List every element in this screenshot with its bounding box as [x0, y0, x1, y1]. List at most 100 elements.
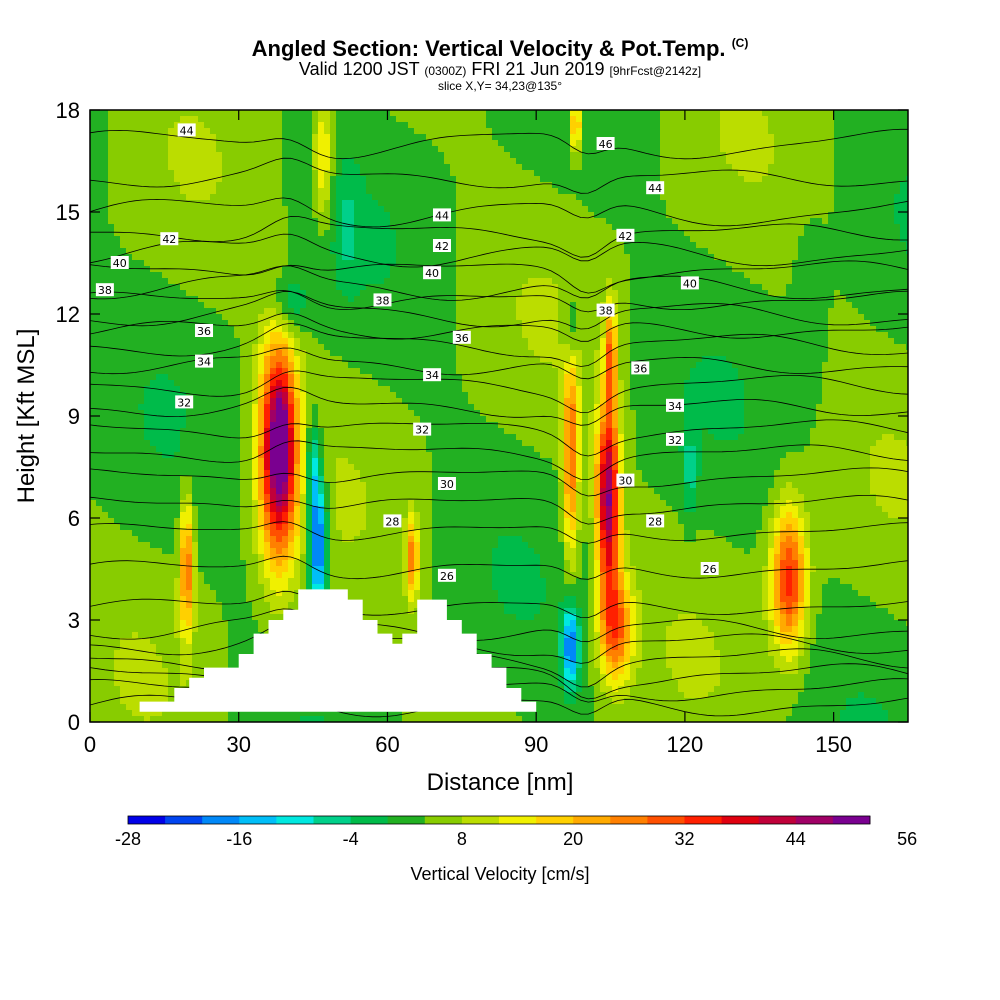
velocity-cell	[168, 158, 175, 165]
velocity-cell	[162, 314, 169, 321]
velocity-cell	[684, 290, 691, 297]
velocity-cell	[306, 320, 313, 327]
velocity-cell	[312, 188, 319, 195]
velocity-cell	[582, 266, 589, 273]
velocity-cell	[246, 230, 253, 237]
velocity-cell	[606, 176, 613, 183]
velocity-cell	[438, 254, 445, 261]
velocity-cell	[162, 188, 169, 195]
velocity-cell	[738, 284, 745, 291]
velocity-cell	[252, 122, 259, 129]
velocity-cell	[780, 296, 787, 303]
velocity-cell	[414, 278, 421, 285]
velocity-cell	[828, 146, 835, 153]
velocity-cell	[744, 296, 751, 303]
velocity-cell	[522, 164, 529, 171]
velocity-cell	[102, 188, 109, 195]
velocity-cell	[534, 170, 541, 177]
velocity-cell	[660, 266, 667, 273]
velocity-cell	[900, 302, 907, 309]
velocity-cell	[906, 110, 913, 117]
velocity-cell	[486, 122, 493, 129]
velocity-cell	[834, 140, 841, 147]
velocity-cell	[552, 302, 559, 309]
velocity-cell	[666, 296, 673, 303]
velocity-cell	[336, 182, 343, 189]
velocity-cell	[690, 314, 697, 321]
velocity-cell	[708, 122, 715, 129]
velocity-cell	[252, 194, 259, 201]
velocity-cell	[228, 326, 235, 333]
velocity-cell	[798, 194, 805, 201]
velocity-cell	[312, 248, 319, 255]
velocity-cell	[756, 278, 763, 285]
velocity-cell	[396, 116, 403, 123]
velocity-cell	[186, 140, 193, 147]
velocity-cell	[468, 170, 475, 177]
velocity-cell	[222, 224, 229, 231]
velocity-cell	[348, 164, 355, 171]
velocity-cell	[684, 296, 691, 303]
velocity-cell	[768, 110, 775, 117]
velocity-cell	[282, 278, 289, 285]
velocity-cell	[216, 110, 223, 117]
velocity-cell	[180, 188, 187, 195]
velocity-cell	[342, 110, 349, 117]
velocity-cell	[342, 188, 349, 195]
velocity-cell	[666, 122, 673, 129]
velocity-cell	[336, 254, 343, 261]
velocity-cell	[444, 254, 451, 261]
velocity-cell	[330, 188, 337, 195]
velocity-cell	[150, 296, 157, 303]
velocity-cell	[726, 110, 733, 117]
velocity-cell	[642, 260, 649, 267]
velocity-cell	[528, 272, 535, 279]
velocity-cell	[402, 194, 409, 201]
velocity-cell	[474, 314, 481, 321]
velocity-cell	[468, 122, 475, 129]
velocity-cell	[258, 170, 265, 177]
velocity-cell	[804, 266, 811, 273]
velocity-cell	[792, 122, 799, 129]
velocity-cell	[234, 146, 241, 153]
velocity-cell	[96, 200, 103, 207]
velocity-cell	[906, 194, 913, 201]
velocity-cell	[906, 146, 913, 153]
velocity-cell	[504, 134, 511, 141]
velocity-cell	[120, 140, 127, 147]
velocity-cell	[474, 182, 481, 189]
velocity-cell	[324, 188, 331, 195]
velocity-cell	[768, 236, 775, 243]
velocity-cell	[180, 218, 187, 225]
velocity-cell	[816, 242, 823, 249]
velocity-cell	[354, 122, 361, 129]
velocity-cell	[666, 110, 673, 117]
velocity-cell	[462, 170, 469, 177]
velocity-cell	[360, 236, 367, 243]
velocity-cell	[786, 320, 793, 327]
velocity-cell	[696, 128, 703, 135]
velocity-cell	[222, 284, 229, 291]
velocity-cell	[870, 290, 877, 297]
velocity-cell	[402, 152, 409, 159]
velocity-cell	[702, 158, 709, 165]
velocity-cell	[624, 182, 631, 189]
velocity-cell	[132, 158, 139, 165]
velocity-cell	[864, 284, 871, 291]
velocity-cell	[252, 158, 259, 165]
velocity-cell	[792, 296, 799, 303]
velocity-cell	[612, 248, 619, 255]
velocity-cell	[774, 248, 781, 255]
velocity-cell	[150, 158, 157, 165]
velocity-cell	[552, 128, 559, 135]
velocity-cell	[612, 158, 619, 165]
velocity-cell	[228, 266, 235, 273]
velocity-cell	[492, 260, 499, 267]
velocity-cell	[456, 200, 463, 207]
velocity-cell	[762, 134, 769, 141]
velocity-cell	[402, 224, 409, 231]
velocity-cell	[372, 218, 379, 225]
velocity-cell	[702, 122, 709, 129]
velocity-cell	[306, 200, 313, 207]
velocity-cell	[828, 176, 835, 183]
